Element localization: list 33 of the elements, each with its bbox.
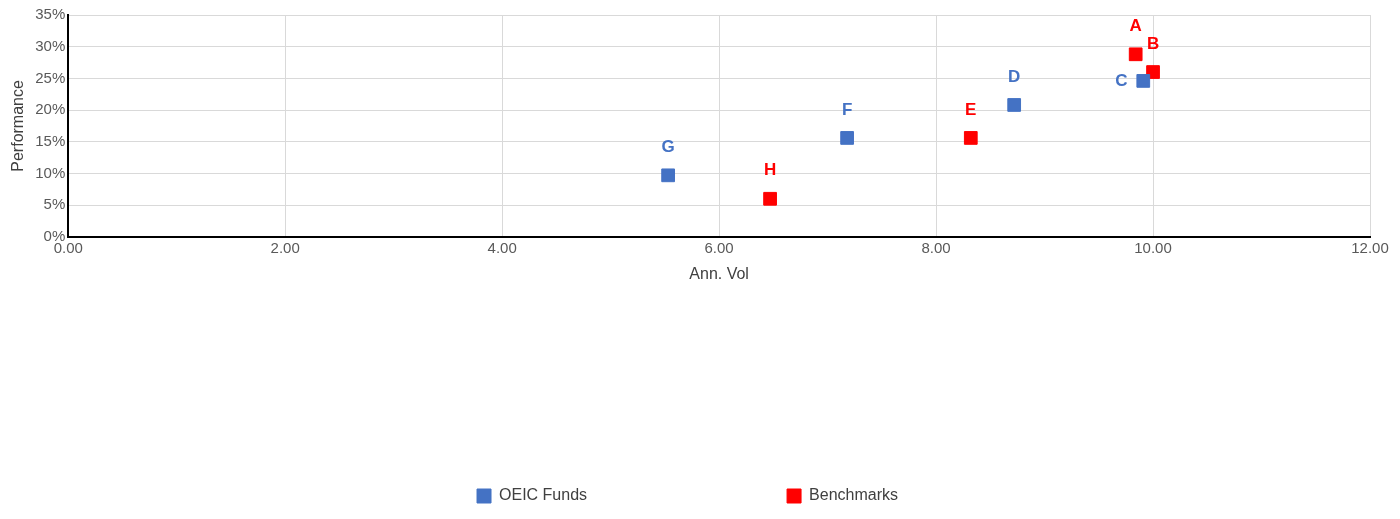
y-tick-label: 5%: [43, 195, 66, 213]
legend-label: Benchmarks: [809, 486, 898, 504]
y-tick-label: 30%: [35, 36, 66, 54]
x-tick-label: 6.00: [704, 238, 734, 256]
y-tick-label: 10%: [35, 163, 66, 181]
point: [1146, 65, 1160, 79]
point: [1007, 98, 1022, 112]
annotation: A: [1129, 15, 1142, 35]
x-tick-label: 10.00: [1134, 238, 1172, 256]
point: [661, 168, 675, 183]
x-axis-title: Ann. Vol: [689, 264, 749, 282]
legend-label: OEIC Funds: [499, 486, 588, 504]
annotation: E: [965, 99, 977, 119]
y-axis-title: Performance: [9, 80, 27, 172]
x-tick-label: 4.00: [487, 238, 517, 256]
y-tick-label: 15%: [35, 131, 66, 149]
y-tick-label: 25%: [35, 68, 66, 86]
point: [963, 131, 978, 145]
y-tick-label: 35%: [35, 5, 66, 23]
x-tick-label: 8.00: [921, 238, 951, 256]
annotation: B: [1146, 33, 1160, 53]
point: [1136, 74, 1151, 88]
annotation: G: [661, 137, 675, 157]
annotation: D: [1008, 66, 1021, 86]
x-tick-label: 12.00: [1351, 238, 1389, 256]
annotation: H: [763, 160, 777, 180]
point: [840, 131, 854, 145]
y-tick-label: 20%: [35, 100, 66, 118]
annotation: F: [841, 99, 853, 119]
point: [763, 191, 777, 206]
annotation: C: [1115, 70, 1128, 90]
x-tick-label: 2.00: [270, 238, 300, 256]
point: [1128, 47, 1143, 62]
